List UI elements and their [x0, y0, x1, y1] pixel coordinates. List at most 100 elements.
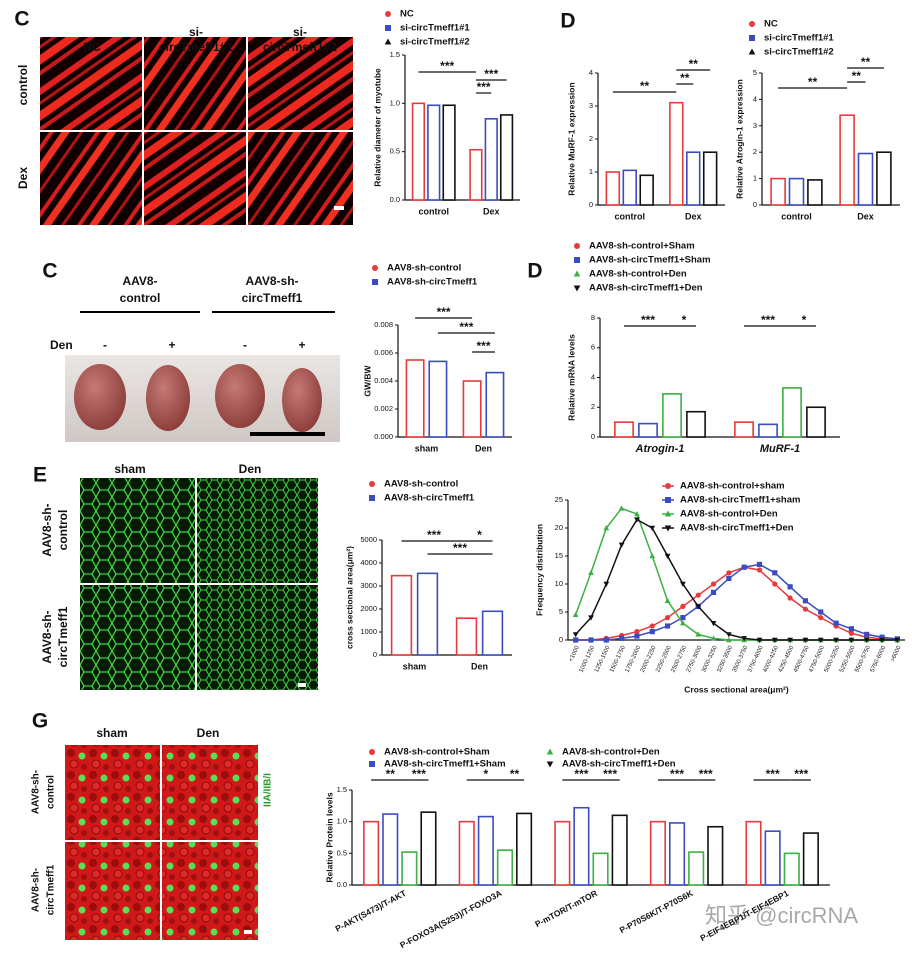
micrograph — [80, 478, 195, 583]
column-label: Den — [197, 726, 220, 740]
y-tick-label: 20 — [555, 523, 563, 532]
legend-marker — [369, 749, 375, 755]
y-tick-label: 10 — [555, 579, 563, 588]
y-axis-label: Relative Atrogin-1 expression — [734, 79, 744, 199]
point — [572, 611, 579, 618]
point — [725, 637, 732, 643]
y-tick-label: 0.008 — [374, 320, 393, 329]
micrograph — [248, 132, 353, 225]
bar — [462, 380, 482, 438]
point — [680, 620, 686, 626]
legend-marker — [385, 11, 391, 17]
bar — [707, 825, 724, 886]
bar — [839, 114, 855, 206]
legend-marker — [664, 510, 672, 517]
point — [588, 637, 594, 643]
bar — [458, 820, 475, 886]
micrograph — [40, 37, 142, 130]
bar — [788, 177, 805, 206]
panel-letter: C — [42, 260, 57, 283]
legend-label: AAV8-sh-circTmeff1+Den — [562, 759, 676, 770]
significance-label: *** — [761, 313, 775, 327]
point — [634, 629, 640, 635]
legend-marker — [573, 270, 581, 277]
row-label: control — [16, 65, 30, 106]
point — [879, 637, 885, 643]
x-tick-label: <1000 — [568, 644, 581, 662]
significance-label: *** — [459, 320, 473, 334]
y-tick-label: 4 — [589, 68, 593, 77]
micrograph — [162, 745, 258, 840]
column-label: circTmeff1#2 — [263, 40, 337, 54]
bar — [857, 152, 874, 206]
bar — [807, 179, 823, 206]
y-tick-label: 3000 — [360, 581, 377, 590]
point — [649, 623, 655, 629]
sign-label: + — [168, 338, 175, 352]
point — [649, 629, 655, 635]
y-axis-label: Relative MuRF-1 expression — [566, 82, 576, 195]
x-tick-label: control — [781, 211, 812, 221]
significance-label: *** — [670, 767, 684, 781]
significance-label: *** — [574, 767, 588, 781]
point — [756, 637, 763, 643]
bar — [876, 151, 892, 206]
sign-label: - — [103, 338, 107, 352]
x-tick-label: Dex — [857, 211, 874, 221]
significance-label: *** — [641, 313, 655, 327]
bar — [782, 387, 802, 438]
point — [618, 505, 625, 511]
micrograph — [144, 132, 246, 225]
point — [634, 517, 640, 523]
y-axis-label: cross sectional area(μm²) — [344, 546, 354, 649]
point — [710, 620, 717, 627]
y-tick-label: 8 — [591, 313, 595, 322]
y-tick-label: 0.000 — [374, 432, 393, 441]
y-tick-label: 1 — [589, 167, 593, 176]
x-axis-label: Cross sectional area(μm²) — [684, 684, 789, 694]
bar — [416, 572, 439, 656]
bar — [668, 822, 686, 886]
bar — [455, 617, 478, 656]
significance-label: ** — [640, 79, 650, 93]
bar — [686, 151, 701, 206]
y-tick-label: 2000 — [360, 604, 377, 613]
y-tick-label: 2 — [589, 134, 593, 143]
bar — [702, 151, 718, 206]
bar — [688, 851, 705, 886]
point — [619, 635, 625, 641]
y-tick-label: 6 — [591, 343, 595, 352]
legend-marker — [664, 525, 672, 532]
y-tick-label: 3 — [589, 101, 593, 110]
y-axis-label: Relative diameter of myotube — [372, 68, 382, 187]
legend-label: AAV8-sh-circTmeff1+Den — [589, 283, 703, 294]
column-label: circTmeff1#1 — [159, 40, 233, 54]
y-tick-label: 4 — [591, 372, 595, 381]
legend-marker — [369, 495, 375, 501]
group-label: AAV8-sh- — [245, 274, 298, 288]
legend-marker — [574, 257, 580, 263]
point — [680, 603, 686, 610]
row-label: AAV8-sh- — [40, 610, 54, 663]
row-label: AAV8-sh- — [40, 503, 54, 556]
significance-label: * — [484, 767, 489, 781]
line — [575, 566, 898, 641]
bar — [662, 393, 682, 438]
point — [634, 511, 640, 517]
significance-label: *** — [766, 767, 780, 781]
legend-label: si-circTmeff1#1 — [764, 33, 834, 44]
row-label: AAV8-sh- — [31, 868, 42, 912]
treatment-label: Den — [50, 338, 73, 352]
scale-bar — [298, 683, 306, 687]
significance-label: *** — [699, 767, 713, 781]
point — [741, 564, 747, 570]
point — [664, 623, 671, 629]
x-tick-label: 5750-6000 — [870, 644, 888, 673]
x-tick-label: P-mTOR/T-mTOR — [533, 888, 599, 929]
y-tick-label: 4000 — [360, 558, 377, 567]
point — [603, 581, 610, 587]
point — [710, 581, 717, 587]
significance-label: *** — [453, 541, 467, 555]
bar — [496, 849, 514, 886]
y-tick-label: 2 — [753, 147, 757, 156]
